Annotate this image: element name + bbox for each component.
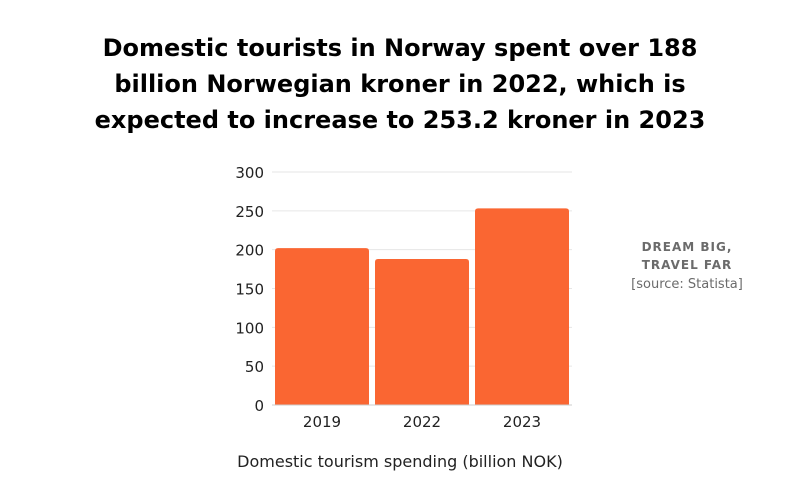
y-tick-label: 250 <box>235 203 264 221</box>
title-line-2: billion Norwegian kroner in 2022, which … <box>114 70 686 98</box>
y-tick-label: 0 <box>254 397 264 415</box>
bar <box>375 258 469 405</box>
branding-block: DREAM BIG, TRAVEL FAR [source: Statista] <box>612 238 762 296</box>
title-line-3: expected to increase to 253.2 kroner in … <box>94 106 706 134</box>
x-tick-label: 2019 <box>303 413 341 431</box>
title-line-1: Domestic tourists in Norway spent over 1… <box>102 34 698 62</box>
x-tick-label: 2022 <box>403 413 441 431</box>
brand-line-1: DREAM BIG, <box>641 240 733 254</box>
bar <box>475 208 569 405</box>
brand-line-2: TRAVEL FAR <box>641 258 733 272</box>
y-tick-label: 200 <box>235 242 264 260</box>
chart-title: Domestic tourists in Norway spent over 1… <box>40 30 760 138</box>
y-tick-label: 300 <box>235 164 264 182</box>
y-tick-label: 150 <box>235 281 264 299</box>
y-tick-label: 100 <box>235 319 264 337</box>
bar <box>275 248 369 405</box>
source-note: [source: Statista] <box>631 277 743 292</box>
y-tick-label: 50 <box>245 358 264 376</box>
x-tick-label: 2023 <box>503 413 541 431</box>
x-axis-label: Domestic tourism spending (billion NOK) <box>237 452 563 471</box>
